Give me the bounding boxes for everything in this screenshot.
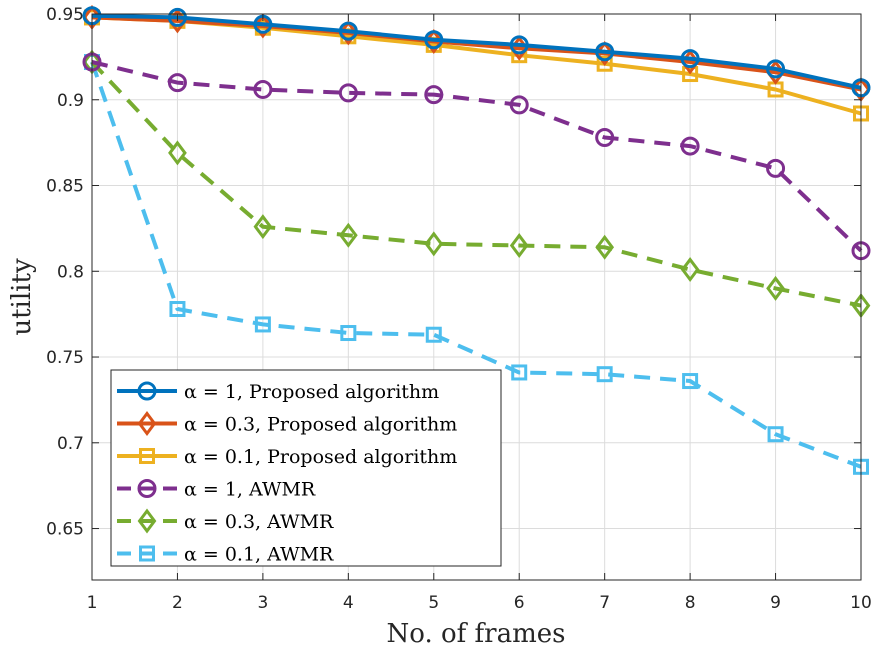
data-point-marker [253, 214, 273, 240]
data-point-marker [680, 136, 700, 156]
legend-label: α = 0.3, AWMR [184, 511, 334, 533]
data-point-marker [596, 366, 613, 383]
y-tick-label: 0.8 [57, 262, 84, 282]
y-tick-label: 0.85 [46, 177, 84, 197]
data-point-marker [766, 275, 785, 301]
series-line [91, 15, 862, 92]
legend-label: α = 0.1, AWMR [184, 544, 334, 566]
legend-entry: α = 0.1, Proposed algorithm [117, 446, 457, 468]
data-point-marker [167, 7, 187, 27]
data-point-marker [509, 35, 529, 55]
data-point-marker [595, 234, 615, 260]
y-tick-label: 0.65 [46, 520, 84, 540]
x-tick-label: 10 [850, 593, 872, 613]
data-point-marker [595, 42, 615, 62]
legend-marker [139, 448, 155, 464]
x-tick-label: 3 [257, 593, 268, 613]
data-point-marker [168, 140, 187, 166]
data-point-marker [424, 85, 444, 105]
legend-label: α = 1, Proposed algorithm [184, 381, 439, 403]
data-point-marker [680, 49, 700, 69]
tick-labels: 1 2 3 4 5 6 7 8 9 10 0.65 0.7 0.75 0.8 0.85 0.9 0.95 [46, 5, 872, 613]
x-tick-label: 8 [685, 593, 696, 613]
legend-marker [137, 381, 157, 401]
y-tick-label: 0.9 [57, 91, 84, 111]
data-point-marker [596, 55, 613, 72]
data-point-marker [682, 373, 699, 390]
series-line [91, 60, 863, 253]
data-point-marker [424, 231, 444, 257]
data-point-marker [167, 73, 187, 93]
legend-entry: α = 1, Proposed algorithm [117, 381, 439, 403]
data-point-marker [253, 79, 273, 99]
legend-marker [137, 411, 157, 436]
y-axis-title: utility [7, 258, 37, 336]
legend-entry: α = 1, AWMR [117, 479, 316, 501]
x-axis-title: No. of frames [387, 619, 566, 649]
series-line [91, 13, 862, 90]
y-tick-label: 0.7 [57, 434, 84, 454]
data-point-marker [340, 325, 357, 342]
data-point-marker [424, 30, 444, 50]
data-point-marker [425, 326, 442, 343]
x-tick-label: 9 [770, 593, 781, 613]
legend-marker [139, 545, 155, 562]
legend-marker [137, 479, 157, 498]
data-point-marker [338, 83, 358, 103]
data-point-marker [767, 426, 784, 443]
data-point-marker [169, 301, 186, 318]
legend-label: α = 0.1, Proposed algorithm [184, 446, 457, 468]
data-point-marker [511, 364, 528, 381]
data-point-marker [595, 127, 615, 147]
legend: α = 1, Proposed algorithm α = 0.3, Propos… [110, 369, 502, 567]
x-tick-label: 6 [514, 593, 525, 613]
series-group [82, 4, 871, 475]
legend-label: α = 1, AWMR [184, 479, 316, 501]
plot-frame [91, 13, 862, 581]
data-point-marker [680, 257, 700, 283]
x-tick-label: 2 [172, 593, 183, 613]
data-point-marker [509, 233, 529, 259]
legend-entry: α = 0.3, Proposed algorithm [117, 411, 457, 436]
y-tick-label: 0.95 [46, 5, 84, 25]
y-tick-label: 0.75 [46, 348, 84, 368]
data-point-marker [766, 59, 786, 79]
data-point-marker [509, 95, 529, 115]
x-tick-label: 5 [428, 593, 439, 613]
legend-entry: α = 0.1, AWMR [117, 544, 334, 566]
data-point-marker [766, 158, 786, 178]
legend-marker [137, 508, 157, 534]
legend-box [110, 369, 502, 567]
x-tick-label: 1 [87, 593, 98, 613]
x-tick-label: 7 [599, 593, 610, 613]
data-point-marker [338, 222, 358, 248]
series-line [90, 60, 862, 308]
data-point-marker [338, 21, 358, 41]
x-tick-label: 4 [343, 593, 354, 613]
data-point-marker [254, 316, 271, 333]
series-line [90, 61, 862, 469]
legend-label: α = 0.3, Proposed algorithm [184, 414, 457, 436]
legend-entry: α = 0.3, AWMR [117, 508, 334, 534]
